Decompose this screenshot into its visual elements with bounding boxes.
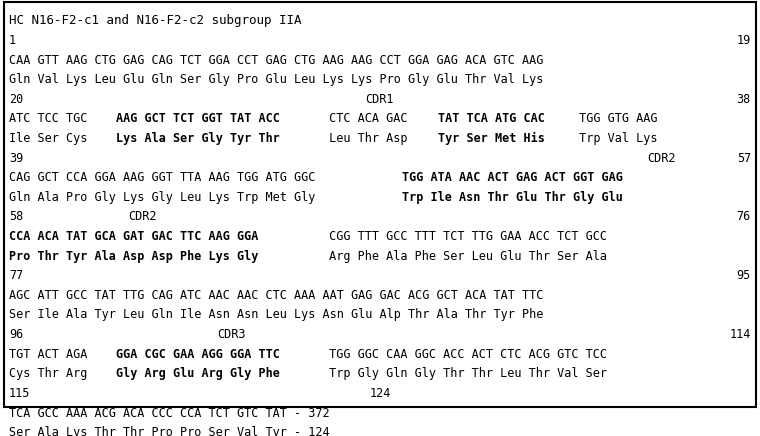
Text: TCA GCC AAA ACG ACA CCC CCA TCT GTC TAT - 372: TCA GCC AAA ACG ACA CCC CCA TCT GTC TAT … [9,406,330,419]
Text: CAA GTT AAG CTG GAG CAG TCT GGA CCT GAG CTG AAG AAG CCT GGA GAG ACA GTC AAG: CAA GTT AAG CTG GAG CAG TCT GGA CCT GAG … [9,54,543,67]
Text: CTC ACA GAC: CTC ACA GAC [321,112,414,126]
Text: Cys Thr Arg: Cys Thr Arg [9,367,94,380]
Text: Gln Ala Pro Gly Lys Gly Leu Lys Trp Met Gly: Gln Ala Pro Gly Lys Gly Leu Lys Trp Met … [9,191,322,204]
Text: Trp Val Lys: Trp Val Lys [572,132,657,145]
Text: CDR1: CDR1 [366,93,394,106]
Text: 96: 96 [9,328,24,341]
Text: CGG TTT GCC TTT TCT TTG GAA ACC TCT GCC: CGG TTT GCC TTT TCT TTG GAA ACC TCT GCC [321,230,606,243]
Text: Trp Gly Gln Gly Thr Thr Leu Thr Val Ser: Trp Gly Gln Gly Thr Thr Leu Thr Val Ser [321,367,606,380]
Text: GGA CGC GAA AGG GGA TTC: GGA CGC GAA AGG GGA TTC [116,347,280,361]
Text: TAT TCA ATG CAC: TAT TCA ATG CAC [438,112,545,126]
Text: 58: 58 [9,211,24,223]
Text: 19: 19 [736,34,751,47]
Text: Arg Phe Ala Phe Ser Leu Glu Thr Ser Ala: Arg Phe Ala Phe Ser Leu Glu Thr Ser Ala [321,250,606,262]
Text: 95: 95 [736,269,751,282]
Text: Lys Ala Ser Gly Tyr Thr: Lys Ala Ser Gly Tyr Thr [116,132,280,145]
Text: Trp Ile Asn Thr Glu Thr Gly Glu: Trp Ile Asn Thr Glu Thr Gly Glu [402,191,623,204]
Text: CDR2: CDR2 [128,211,157,223]
Text: Gly Arg Glu Arg Gly Phe: Gly Arg Glu Arg Gly Phe [116,367,280,380]
Text: 38: 38 [736,93,751,106]
Text: 20: 20 [9,93,24,106]
Text: Pro Thr Tyr Ala Asp Asp Phe Lys Gly: Pro Thr Tyr Ala Asp Asp Phe Lys Gly [9,250,258,262]
Text: CCA ACA TAT GCA GAT GAC TTC AAG GGA: CCA ACA TAT GCA GAT GAC TTC AAG GGA [9,230,258,243]
Text: Ile Ser Cys: Ile Ser Cys [9,132,94,145]
Text: TGG GTG AAG: TGG GTG AAG [572,112,657,126]
Text: 114: 114 [730,328,751,341]
FancyBboxPatch shape [4,2,756,406]
Text: 77: 77 [9,269,24,282]
Text: Ser Ala Lys Thr Thr Pro Pro Ser Val Tyr - 124: Ser Ala Lys Thr Thr Pro Pro Ser Val Tyr … [9,426,330,436]
Text: Tyr Ser Met His: Tyr Ser Met His [438,132,545,145]
Text: 76: 76 [736,211,751,223]
Text: Leu Thr Asp: Leu Thr Asp [321,132,414,145]
Text: CDR3: CDR3 [217,328,246,341]
Text: Gln Val Lys Leu Glu Gln Ser Gly Pro Glu Leu Lys Lys Pro Gly Glu Thr Val Lys: Gln Val Lys Leu Glu Gln Ser Gly Pro Glu … [9,73,543,86]
Text: 39: 39 [9,152,24,164]
Text: HC N16-F2-c1 and N16-F2-c2 subgroup IIA: HC N16-F2-c1 and N16-F2-c2 subgroup IIA [9,14,302,27]
Text: Ser Ile Ala Tyr Leu Gln Ile Asn Asn Leu Lys Asn Glu Alp Thr Ala Thr Tyr Phe: Ser Ile Ala Tyr Leu Gln Ile Asn Asn Leu … [9,308,543,321]
Text: TGT ACT AGA: TGT ACT AGA [9,347,94,361]
Text: AGC ATT GCC TAT TTG CAG ATC AAC AAC CTC AAA AAT GAG GAC ACG GCT ACA TAT TTC: AGC ATT GCC TAT TTG CAG ATC AAC AAC CTC … [9,289,543,302]
Text: 115: 115 [9,387,30,400]
Text: TGG GGC CAA GGC ACC ACT CTC ACG GTC TCC: TGG GGC CAA GGC ACC ACT CTC ACG GTC TCC [321,347,606,361]
Text: TGG ATA AAC ACT GAG ACT GGT GAG: TGG ATA AAC ACT GAG ACT GGT GAG [402,171,623,184]
Text: ATC TCC TGC: ATC TCC TGC [9,112,94,126]
Text: 1: 1 [9,34,16,47]
Text: CAG GCT CCA GGA AAG GGT TTA AAG TGG ATG GGC: CAG GCT CCA GGA AAG GGT TTA AAG TGG ATG … [9,171,322,184]
Text: AAG GCT TCT GGT TAT ACC: AAG GCT TCT GGT TAT ACC [116,112,280,126]
Text: 57: 57 [736,152,751,164]
Text: 124: 124 [369,387,391,400]
Text: CDR2: CDR2 [648,152,676,164]
